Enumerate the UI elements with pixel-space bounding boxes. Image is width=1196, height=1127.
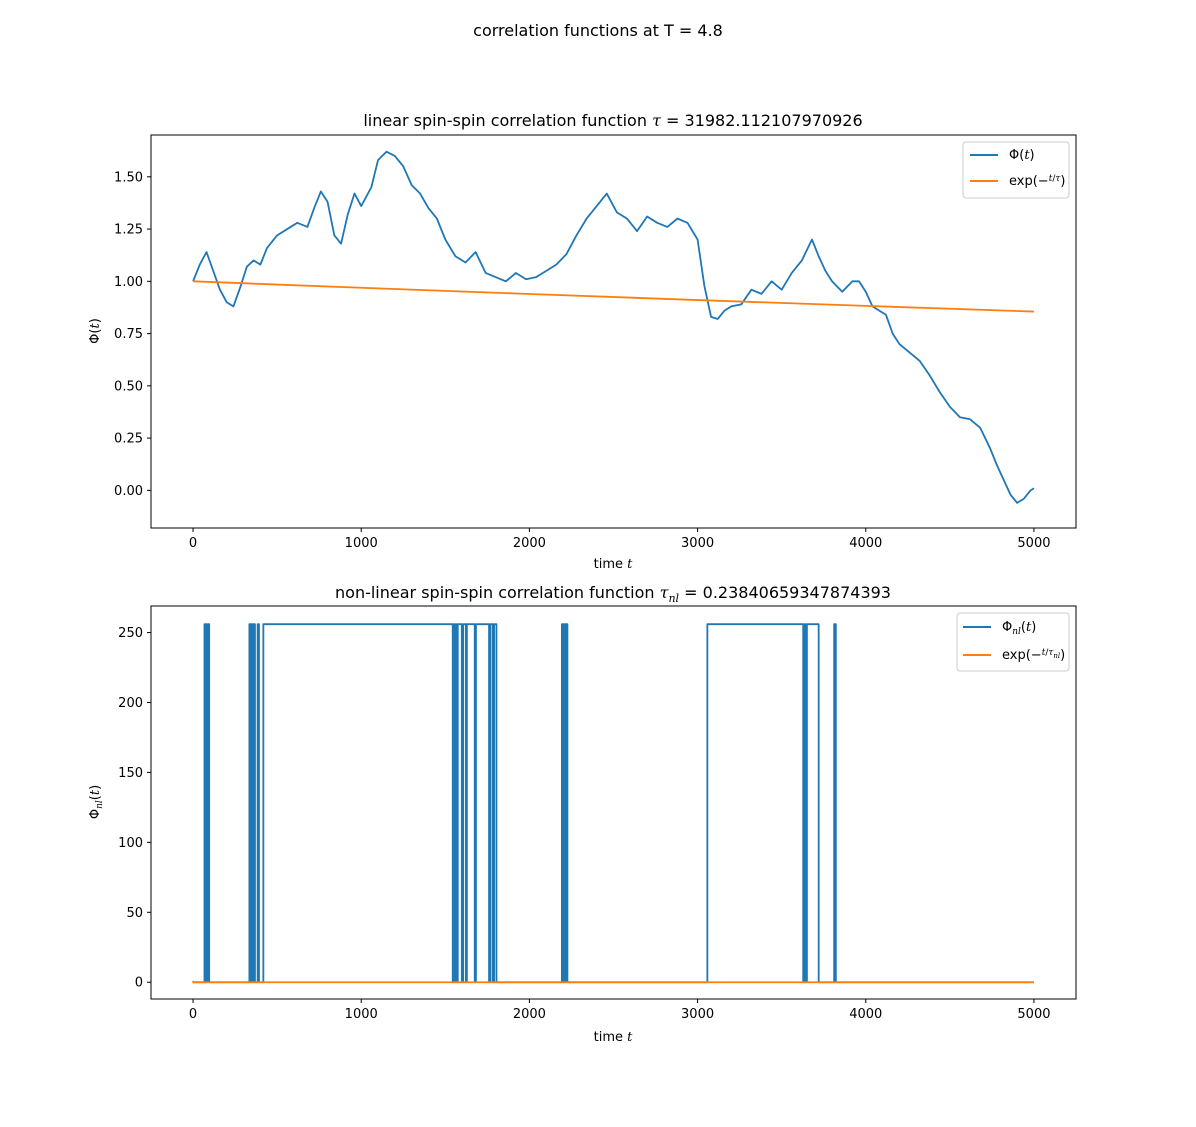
axes-frame: [150, 134, 1077, 529]
nonlinear-series-phi-line: [193, 623, 1034, 984]
legend-label-phi: Φ(t): [1009, 148, 1035, 163]
nonlinear-correlation-panel: non-linear spin-spin correlation functio…: [88, 583, 1077, 1045]
legend-label-phi-nl: Φnl(t): [1002, 620, 1036, 637]
linear-series-exp-line: [193, 280, 1034, 313]
figure-suptitle: correlation functions at T = 4.8: [473, 21, 723, 40]
y-tick-label: 0.25: [114, 432, 143, 447]
x-axis-label: time t: [594, 1030, 634, 1045]
legend: Φ(t) exp(−t/τ): [962, 141, 1070, 199]
y-axis-label: Φ(t): [88, 318, 103, 344]
y-tick-label: 200: [118, 696, 143, 711]
linear-correlation-panel: linear spin-spin correlation function τ …: [88, 111, 1077, 572]
x-tick-label: 4000: [849, 1007, 882, 1022]
x-tick-label: 3000: [681, 536, 714, 551]
y-tick-label: 250: [118, 626, 143, 641]
x-axis-label: time t: [594, 557, 634, 572]
y-axis-label: Φnl(t): [88, 785, 105, 819]
x-tick-label: 5000: [1017, 536, 1050, 551]
x-tick-label: 4000: [849, 536, 882, 551]
x-tick-label: 1000: [345, 1007, 378, 1022]
x-tick-label: 3000: [681, 1007, 714, 1022]
y-tick-label: 50: [126, 906, 143, 921]
x-tick-label: 2000: [513, 1007, 546, 1022]
y-tick-label: 0: [135, 976, 143, 991]
y-tick-label: 150: [118, 766, 143, 781]
x-tick-label: 2000: [513, 536, 546, 551]
y-tick-label: 1.25: [114, 223, 143, 238]
y-tick-label: 1.00: [114, 275, 143, 290]
y-tick-label: 100: [118, 836, 143, 851]
y-tick-label: 0.50: [114, 379, 143, 394]
x-tick-label: 5000: [1017, 1007, 1050, 1022]
y-tick-label: 1.50: [114, 170, 143, 185]
y-tick-label: 0.75: [114, 327, 143, 342]
panel-title: linear spin-spin correlation function τ …: [363, 111, 862, 130]
x-tick-label: 0: [189, 1007, 197, 1022]
x-tick-label: 1000: [345, 536, 378, 551]
axes-frame: [150, 605, 1077, 1000]
y-tick-label: 0.00: [114, 484, 143, 499]
panel-title: non-linear spin-spin correlation functio…: [335, 583, 891, 605]
linear-series-phi-line: [192, 150, 1035, 504]
nonlinear-series-exp-line: [192, 980, 1034, 984]
x-tick-label: 0: [189, 536, 197, 551]
legend: Φnl(t) exp(−t/τnl): [956, 612, 1070, 672]
